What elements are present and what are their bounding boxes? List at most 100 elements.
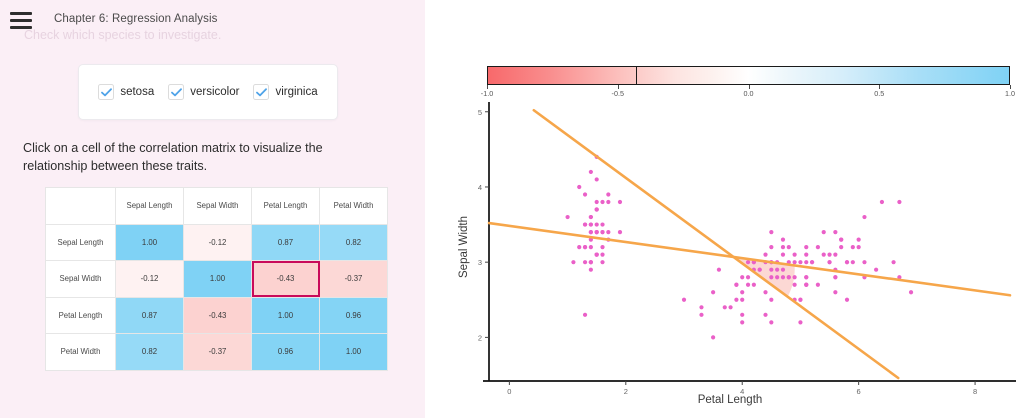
scatter-point [588,222,593,227]
scatter-point [833,275,838,280]
matrix-row-header: Petal Width [45,333,116,371]
matrix-header-row: Sepal Length Sepal Width Petal Length Petal… [45,187,388,225]
scatter-point [588,245,593,250]
colorbar-gradient [487,66,1010,85]
page-title: Chapter 6: Regression Analysis [54,13,218,25]
colorbar-tick [1010,85,1011,89]
matrix-cell-1-3[interactable]: -0.37 [319,260,388,298]
menu-bar-3 [10,26,32,29]
x-tick-label: 8 [973,387,977,396]
species-checkbox-group: setosa versicolor virginica [98,84,318,100]
scatter-point [606,192,611,197]
matrix-cell-1-0[interactable]: -0.12 [115,260,184,298]
scatter-point [699,312,704,317]
scatter-point [769,320,774,325]
y-tick-label: 3 [478,258,482,267]
matrix-instructions: Click on a cell of the correlation matri… [23,141,323,173]
colorbar-tick-label: 0.5 [874,89,885,98]
matrix-cell-3-2[interactable]: 0.96 [251,333,320,371]
scatter-point [711,290,716,295]
scatter-plot[interactable]: 2 3 4 5 0 2 4 6 8 [425,0,1035,418]
matrix-corner-cell [45,187,116,225]
scatter-point [582,312,588,317]
checkbox-setosa[interactable] [98,84,115,100]
matrix-cell-1-1[interactable]: 1.00 [183,260,252,298]
scatter-point [588,267,593,272]
scatter-point [879,199,885,205]
species-item-versicolor[interactable]: versicolor [168,84,239,100]
x-tick-label: 6 [857,387,861,396]
scatter-point [606,229,611,235]
hamburger-menu-icon[interactable] [10,12,32,29]
scatter-point [571,260,576,265]
table-row: Sepal Length 1.00 -0.12 0.87 0.82 [45,223,388,261]
table-row: Sepal Width -0.12 1.00 -0.43 -0.37 [45,260,388,298]
scatter-point [769,229,774,235]
matrix-cell-1-2[interactable]: -0.43 [251,260,320,298]
scatter-point [594,177,599,182]
matrix-cell-2-2[interactable]: 1.00 [251,296,320,334]
species-item-setosa[interactable]: setosa [98,84,154,100]
species-item-virginica[interactable]: virginica [253,84,318,100]
scatter-point [757,267,762,272]
scatter-point [600,252,605,257]
scatter-point [780,245,786,250]
scatter-point [798,260,803,265]
scatter-point [862,214,867,220]
matrix-cell-2-3[interactable]: 0.96 [319,296,388,334]
scatter-point [594,252,599,257]
check-icon [170,87,182,96]
colorbar-tick [487,85,488,89]
colorbar-tick-label: -0.5 [611,89,624,98]
matrix-cell-0-2[interactable]: 0.87 [251,223,320,261]
colorbar-value-marker [636,66,638,85]
matrix-cell-2-0[interactable]: 0.87 [115,296,184,334]
scatter-point [815,282,820,287]
scatter-point [833,229,838,235]
scatter-point [792,275,797,280]
species-label: virginica [275,86,318,98]
scatter-point [804,245,809,250]
scatter-point [839,237,844,242]
regression-line-shallow [487,221,1012,297]
scatter-point [594,207,599,212]
scatter-point [804,275,809,280]
scatter-point [740,275,745,280]
matrix-cell-0-3[interactable]: 0.82 [319,223,388,261]
matrix-row-header: Sepal Length [45,223,116,261]
species-label: setosa [120,86,155,98]
matrix-cell-3-0[interactable]: 0.82 [115,333,184,371]
scatter-point [588,214,593,220]
matrix-cell-3-3[interactable]: 1.00 [319,333,388,371]
colorbar-tick [617,85,619,89]
table-row: Petal Length 0.87 -0.43 1.00 0.96 [45,296,388,334]
y-axis-label: Sepal Width [458,215,470,278]
scatter-point [734,297,739,302]
checkbox-virginica[interactable] [253,84,270,100]
scatter-point [600,229,605,235]
matrix-cell-0-0[interactable]: 1.00 [115,223,184,261]
matrix-cell-0-1[interactable]: -0.12 [183,223,252,261]
y-tick-label: 4 [478,183,482,192]
matrix-row-header: Sepal Width [45,260,116,298]
correlation-matrix[interactable]: Sepal Length Sepal Width Petal Length Petal… [45,187,388,371]
scatter-point [856,237,861,242]
scatter-point [775,275,780,280]
scatter-point [821,252,826,257]
scatter-point [582,222,588,227]
check-icon [100,87,112,96]
scatter-point [606,199,611,205]
correlation-colorbar[interactable]: -1.0 -0.5 0.0 0.5 1.0 [481,66,1015,98]
scatter-point [588,229,593,235]
matrix-cell-3-1[interactable]: -0.37 [183,333,252,371]
checkbox-versicolor[interactable] [168,84,185,100]
menu-bar-2 [10,19,32,22]
scatter-point [734,282,739,287]
matrix-cell-2-1[interactable]: -0.43 [183,296,252,334]
scatter-point [908,290,914,295]
scatter-point [786,275,791,280]
scatter-point [850,260,855,265]
regression-line-steep [532,108,900,380]
scatter-point [833,290,838,295]
